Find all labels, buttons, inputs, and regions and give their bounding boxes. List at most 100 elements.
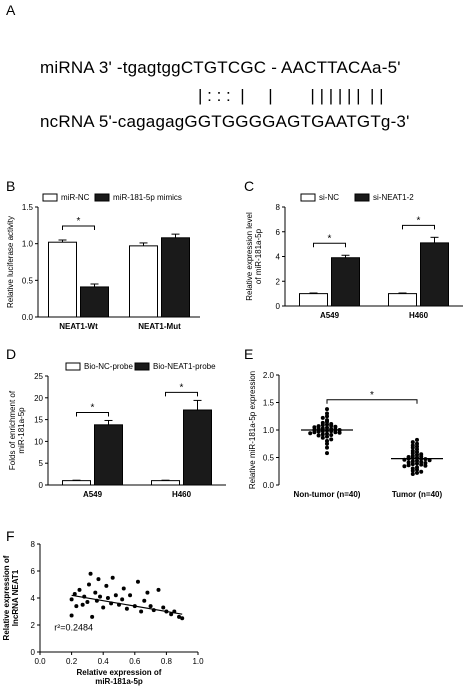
chart-f-point bbox=[148, 604, 153, 609]
chart-f-y-tick-label: 2 bbox=[31, 621, 36, 630]
chart-c-y-tick-label: 6 bbox=[276, 228, 281, 237]
chart-c-significance-star: * bbox=[417, 215, 421, 226]
chart-c-bar bbox=[388, 293, 417, 307]
chart-e-point bbox=[316, 424, 321, 429]
chart-c-y-tick-label: 4 bbox=[276, 253, 281, 262]
chart-e-x-tick-label: Tumor (n=40) bbox=[392, 490, 443, 499]
chart-b-significance-bracket bbox=[62, 225, 95, 230]
chart-e-point bbox=[419, 459, 424, 464]
chart-e-point bbox=[333, 424, 338, 429]
chart-e-point bbox=[329, 423, 334, 428]
chart-f-fit-line bbox=[71, 594, 183, 615]
chart-c-x-tick-label: A549 bbox=[320, 311, 340, 320]
chart-f-point bbox=[169, 612, 174, 617]
chart-f-point bbox=[105, 596, 110, 600]
chart-e-point bbox=[325, 451, 329, 456]
chart-d-x-tick-label: H460 bbox=[172, 490, 192, 499]
chart-f-x-tick-label: 0.4 bbox=[98, 657, 110, 666]
chart-b-significance-star: * bbox=[77, 216, 81, 227]
chart-f-r2-annotation: r²=0.2484 bbox=[54, 622, 93, 632]
chart-e-point bbox=[325, 407, 329, 412]
chart-e-y-tick-label: 1.5 bbox=[263, 399, 275, 408]
chart-e-point bbox=[325, 425, 329, 430]
chart-e-point bbox=[325, 422, 329, 427]
chart-f-point bbox=[177, 614, 182, 619]
chart-e-point bbox=[337, 430, 342, 435]
chart-f-point bbox=[80, 602, 85, 607]
chart-c-legend-swatch bbox=[354, 193, 370, 202]
chart-e-point bbox=[316, 429, 321, 434]
chart-f-y-label: lncRNA NEAT1 bbox=[11, 569, 20, 626]
chart-d-bar bbox=[94, 424, 123, 486]
chart-c-y-tick-label: 8 bbox=[276, 203, 281, 212]
chart-c-legend-label: si-NEAT1-2 bbox=[373, 193, 414, 202]
chart-d-bar bbox=[62, 480, 91, 486]
chart-c-y-tick-label: 0 bbox=[276, 302, 281, 311]
chart-f-point bbox=[139, 609, 144, 614]
chart-e-y-tick-label: 0.0 bbox=[263, 481, 275, 490]
chart-e-point bbox=[415, 450, 419, 454]
chart-e-point bbox=[419, 469, 424, 474]
chart-b-bar bbox=[161, 237, 190, 318]
chart-b-y-label: Relative luciferase activity bbox=[6, 216, 15, 308]
chart-d-significance-star: * bbox=[180, 382, 184, 393]
chart-f-point bbox=[86, 582, 91, 587]
chart-f-point bbox=[145, 590, 150, 595]
chart-d-y-tick-label: 10 bbox=[34, 437, 43, 446]
chart-f-point bbox=[77, 587, 82, 592]
chart-e-point bbox=[325, 411, 329, 416]
chart-e-point bbox=[415, 447, 419, 452]
chart-e-point bbox=[325, 441, 329, 446]
chart-f-x-tick-label: 0.0 bbox=[34, 657, 46, 666]
chart-f-point bbox=[128, 593, 133, 598]
chart-e-point bbox=[333, 430, 338, 435]
chart-e-point bbox=[406, 463, 411, 468]
chart-f-point bbox=[124, 606, 129, 611]
chart-b-x-tick-label: NEAT1-Mut bbox=[138, 322, 181, 331]
chart-e-y-label: Relative miR-181a-5p expression bbox=[248, 371, 257, 489]
chart-e-point bbox=[320, 435, 325, 440]
chart-f-x-tick-label: 0.6 bbox=[129, 657, 141, 666]
chart-e-point bbox=[325, 434, 329, 439]
chart-f-correlation: 0 2 4 6 8 0.0 0.2 0.4 0.6 0.8 1.0 r²=0.2484 Relative… bbox=[2, 540, 204, 686]
chart-b-y-tick-label: 1.0 bbox=[22, 240, 34, 249]
panel-label-c: C bbox=[244, 178, 255, 194]
chart-f-x-label: miR-181a-5p bbox=[95, 677, 143, 686]
chart-c-y-label: Relative expression level bbox=[245, 212, 254, 301]
chart-f-point bbox=[104, 583, 109, 588]
chart-e-point bbox=[402, 464, 407, 469]
chart-e-point bbox=[410, 459, 415, 464]
chart-d-significance-bracket bbox=[76, 411, 109, 417]
chart-d-x-tick-label: A549 bbox=[83, 490, 103, 499]
chart-d-significance-bracket bbox=[165, 391, 198, 397]
chart-e-point bbox=[419, 462, 424, 467]
chart-e-point bbox=[415, 441, 419, 446]
chart-f-y-tick-label: 8 bbox=[31, 540, 36, 549]
chart-e-y-tick-label: 2.0 bbox=[263, 371, 275, 380]
chart-f-y-label: Relative expression of bbox=[2, 555, 11, 640]
chart-e-point bbox=[415, 437, 419, 442]
chart-e-point bbox=[320, 423, 325, 428]
chart-c-si-neat1: 0 2 4 6 8 Relative expression level of miR-181… bbox=[245, 193, 463, 320]
chart-b-luciferase: 0.0 0.5 1.0 1.5 Relative luciferase activity… bbox=[6, 193, 200, 331]
chart-b-y-tick-label: 0.5 bbox=[22, 276, 34, 285]
panel-label-e: E bbox=[244, 346, 254, 362]
chart-e-point bbox=[320, 432, 325, 437]
chart-e-point bbox=[410, 451, 415, 456]
chart-d-legend-label: Bio-NC-probe bbox=[84, 362, 133, 371]
chart-c-significance-bracket bbox=[402, 224, 435, 230]
chart-e-point bbox=[415, 458, 419, 463]
chart-b-legend-swatch bbox=[94, 193, 110, 202]
chart-e-point bbox=[316, 433, 321, 438]
chart-e-y-tick-label: 0.5 bbox=[263, 454, 275, 463]
chart-c-legend-swatch bbox=[300, 193, 316, 202]
chart-c-legend-label: si-NC bbox=[319, 193, 339, 202]
chart-d-y-tick-label: 20 bbox=[34, 394, 43, 403]
chart-c-bar bbox=[299, 293, 328, 307]
chart-d-significance-star: * bbox=[91, 402, 95, 413]
chart-e-point bbox=[423, 463, 428, 468]
chart-b-y-tick-label: 0.0 bbox=[22, 313, 34, 322]
chart-f-point bbox=[88, 571, 93, 576]
chart-d-legend-swatch bbox=[65, 362, 81, 371]
chart-f-y-tick-label: 4 bbox=[31, 594, 36, 603]
